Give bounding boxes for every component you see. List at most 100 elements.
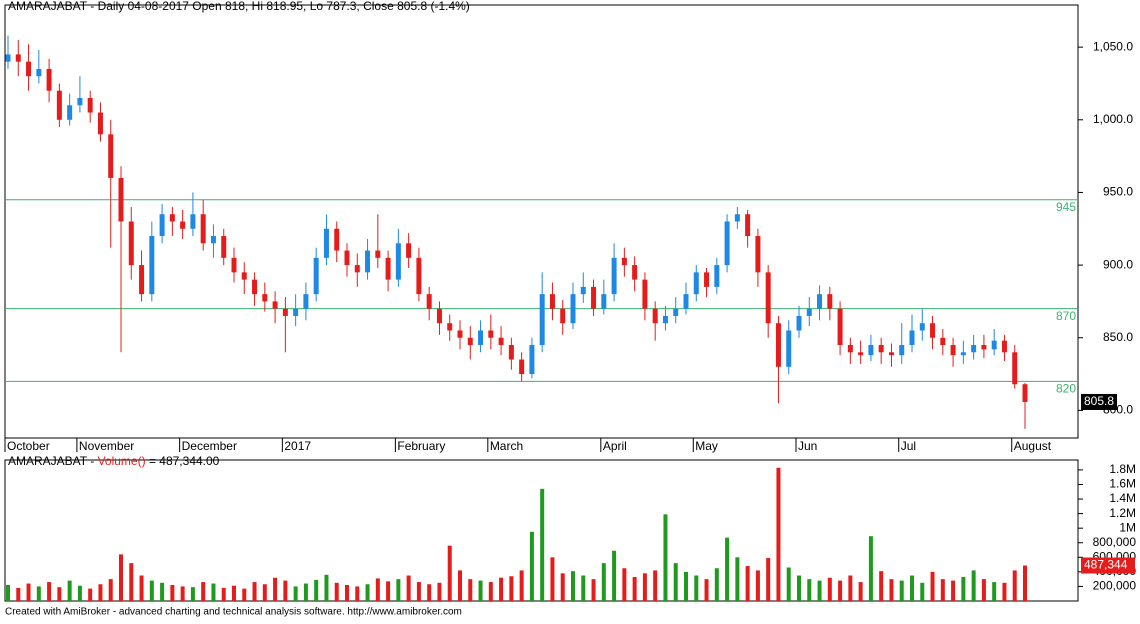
volume-bar: [314, 579, 319, 601]
candle-body: [67, 105, 73, 120]
candle-body: [621, 257, 627, 266]
volume-bar: [540, 488, 545, 601]
candle-body: [909, 330, 915, 346]
volume-bar: [406, 575, 411, 601]
volume-bar: [242, 588, 247, 601]
candle-body: [601, 294, 607, 309]
volume-bar: [6, 584, 10, 601]
volume-bar: [180, 586, 185, 601]
volume-bar: [98, 584, 103, 601]
candle-body: [478, 330, 484, 346]
volume-bar: [458, 570, 462, 601]
candle-body: [262, 294, 268, 302]
y-tick-label: 900.0: [1103, 257, 1133, 271]
volume-bar: [581, 575, 586, 601]
candle-body: [36, 68, 42, 77]
volume-bar: [714, 568, 719, 601]
volume-bar: [776, 467, 781, 601]
volume-bar: [663, 514, 668, 601]
volume-bar: [293, 586, 298, 601]
candle-body: [837, 308, 843, 346]
volume-bar: [735, 557, 740, 601]
candle-body: [591, 286, 597, 309]
volume-bar: [571, 571, 575, 601]
volume-bar: [67, 580, 72, 601]
volume-bar: [612, 550, 617, 601]
volume-bar: [129, 563, 134, 601]
candle-body: [231, 257, 237, 273]
volume-bar: [940, 579, 945, 601]
candle-body: [457, 330, 463, 338]
candle-body: [180, 221, 186, 229]
volume-bar: [981, 579, 986, 601]
level-label: 870: [1056, 309, 1076, 323]
volume-bar: [119, 554, 123, 601]
last-close-label: 805.8: [1084, 394, 1114, 408]
volume-bar: [642, 573, 647, 601]
volume-bar: [252, 582, 257, 601]
candle-body: [447, 323, 453, 331]
volume-bar: [303, 583, 308, 601]
volume-bar: [365, 584, 370, 601]
volume-bar: [108, 579, 113, 601]
volume-title-value: = 487,344.00: [146, 454, 220, 468]
volume-bar: [951, 580, 956, 601]
x-tick-label: December: [182, 439, 237, 453]
candle-body: [1001, 340, 1007, 353]
candle-body: [827, 294, 833, 309]
chart-title: AMARAJABAT - Daily 04-08-2017 Open 818, …: [8, 0, 470, 13]
candle-body: [971, 345, 977, 353]
volume-bar: [232, 585, 236, 601]
volume-bar: [139, 575, 144, 601]
candle-body: [981, 345, 987, 350]
candle-body: [210, 236, 216, 244]
last-volume-label: 487,344: [1084, 558, 1128, 572]
candle-body: [406, 243, 412, 258]
volume-bar: [868, 536, 873, 601]
volume-bar: [766, 558, 771, 601]
volume-bar: [262, 584, 267, 601]
volume-bar: [632, 576, 637, 601]
volume-bar: [283, 580, 288, 601]
volume-bar: [848, 575, 853, 601]
candle-body: [395, 243, 401, 280]
volume-y-tick-label: 800,000: [1093, 535, 1137, 549]
volume-bar: [519, 570, 524, 601]
candle-body: [714, 265, 720, 287]
volume-bar: [622, 568, 627, 601]
candle-body: [365, 250, 371, 273]
candle-body: [539, 294, 545, 346]
volume-bar: [488, 582, 493, 601]
candle-body: [323, 228, 329, 258]
candle-body: [272, 301, 278, 309]
volume-bar: [694, 575, 699, 601]
candle-body: [775, 323, 781, 367]
candle-body: [662, 315, 668, 324]
volume-bar: [57, 587, 62, 601]
volume-bar: [427, 584, 432, 601]
candle-body: [303, 294, 309, 309]
candle-body: [118, 177, 124, 222]
last-close-box: [1081, 393, 1117, 410]
last-volume-box: [1081, 557, 1135, 574]
volume-bar: [920, 582, 925, 601]
candle-body: [693, 272, 699, 295]
volume-bar: [201, 582, 206, 601]
volume-bar: [47, 582, 52, 601]
x-tick-label: Jul: [901, 439, 916, 453]
volume-y-tick-label: 1.4M: [1109, 491, 1136, 505]
volume-bar: [160, 582, 165, 601]
volume-y-tick-label: 1.8M: [1109, 462, 1136, 476]
candle-body: [508, 345, 514, 360]
volume-bar: [786, 567, 791, 601]
candle-body: [282, 308, 288, 316]
volume-bar: [1002, 582, 1007, 601]
candle-body: [560, 308, 566, 324]
footer: Created with AmiBroker - advanced charti…: [5, 607, 462, 618]
volume-bar: [879, 571, 884, 601]
volume-bar: [345, 584, 349, 601]
candle-body: [159, 214, 165, 237]
candle-body: [868, 345, 874, 356]
candle-body: [806, 308, 812, 316]
